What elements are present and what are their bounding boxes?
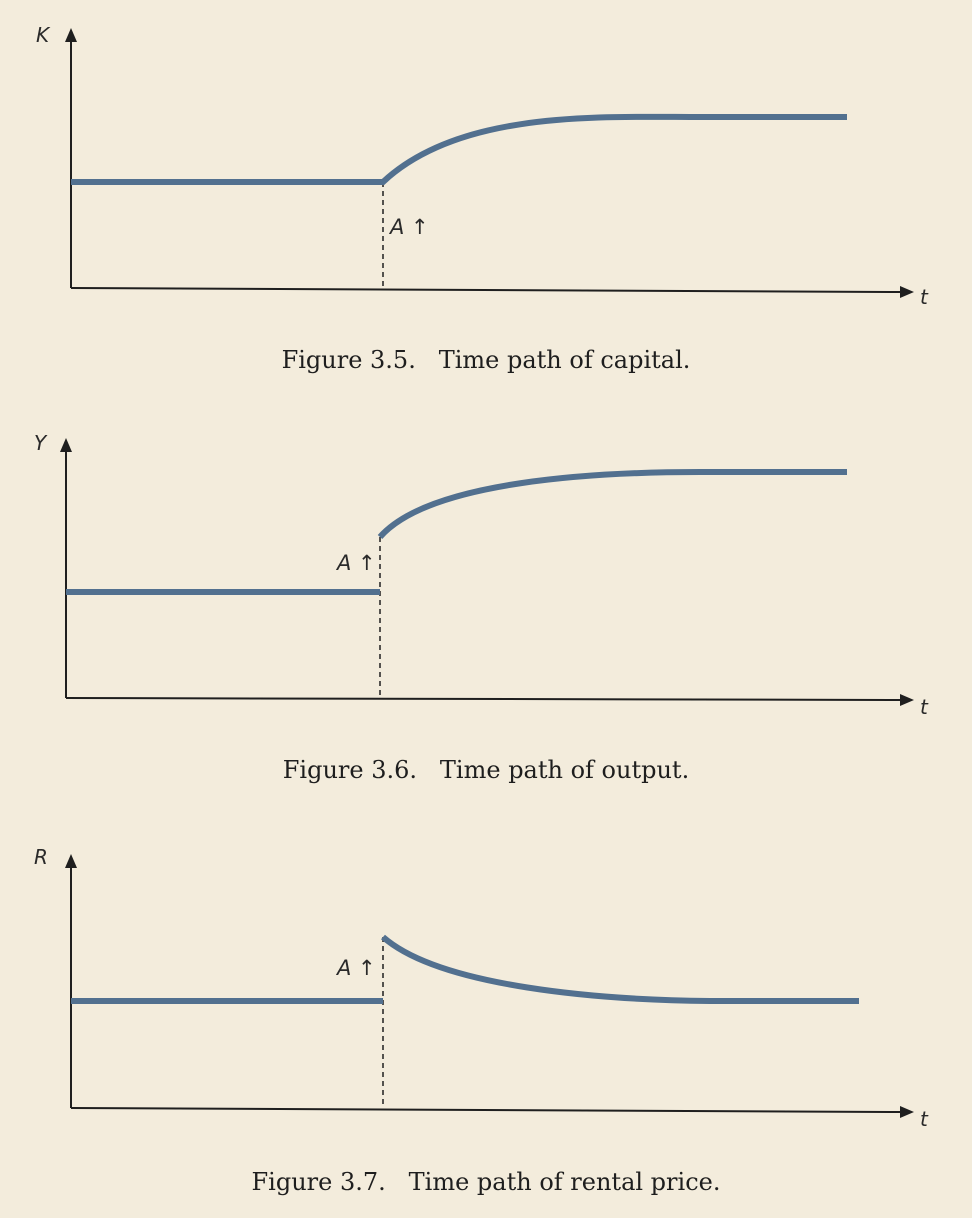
shock-label: A ↑: [335, 551, 376, 575]
x-axis: [70, 287, 901, 293]
figure-capital: K t A ↑ Figure 3.5. Time path of capital…: [0, 0, 972, 400]
shock-label: A ↑: [388, 215, 429, 239]
y-axis-label: Y: [34, 431, 48, 455]
shock-label: A ↑: [335, 956, 376, 980]
x-axis-label: t: [920, 695, 929, 719]
rental-price-diagram: R t A ↑: [34, 840, 936, 1132]
plot-area: [36, 430, 932, 716]
capital-diagram: K t A ↑: [36, 22, 932, 309]
x-axis: [65, 697, 901, 701]
output-diagram: Y t A ↑: [34, 430, 932, 719]
plot-area: [36, 840, 936, 1132]
caption-figure-3-5: Figure 3.5. Time path of capital.: [281, 346, 691, 374]
x-axis: [70, 1107, 901, 1113]
x-axis-label: t: [920, 285, 929, 309]
y-axis-label: K: [36, 23, 51, 47]
x-axis-arrow-icon: [900, 286, 914, 298]
figure-output: Y t A ↑ Figure 3.6. Time path of output.: [0, 410, 972, 810]
x-axis-arrow-icon: [900, 1106, 914, 1118]
x-axis-label: t: [920, 1107, 929, 1131]
y-axis-arrow-icon: [65, 28, 77, 42]
y-axis-arrow-icon: [65, 854, 77, 868]
caption-figure-3-6: Figure 3.6. Time path of output.: [282, 756, 690, 784]
y-axis-label: R: [34, 845, 48, 869]
capital-path: [71, 113, 847, 185]
output-path-after-shock: [377, 469, 847, 539]
caption-figure-3-7: Figure 3.7. Time path of rental price.: [251, 1168, 721, 1196]
x-axis-arrow-icon: [900, 694, 914, 706]
plot-area: [36, 22, 932, 306]
figure-rental-price: R t A ↑ Figure 3.7. Time path of rental …: [0, 822, 972, 1218]
rental-path-after-shock: [381, 934, 859, 1004]
y-axis-arrow-icon: [60, 438, 72, 452]
